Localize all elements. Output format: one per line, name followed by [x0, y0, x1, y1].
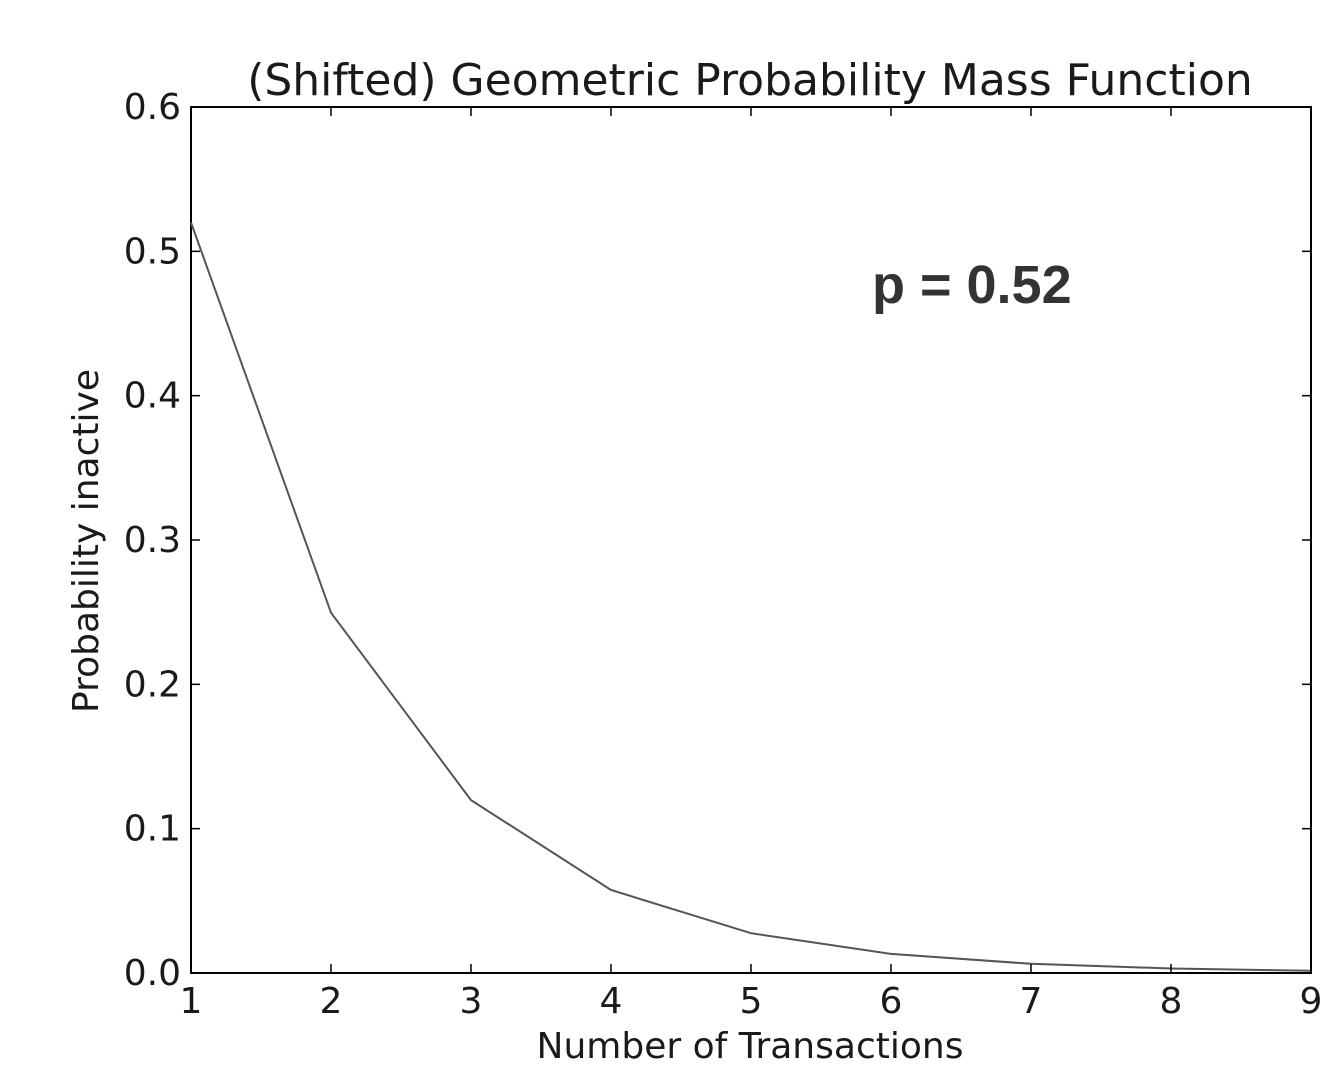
chart-title: (Shifted) Geometric Probability Mass Fun… — [247, 55, 1253, 106]
y-axis-label: Probability inactive — [66, 369, 107, 713]
y-tick-label: 0.5 — [124, 231, 181, 272]
x-tick-label: 8 — [1160, 981, 1183, 1022]
x-tick-label: 9 — [1300, 981, 1323, 1022]
y-tick-label: 0.1 — [124, 809, 181, 850]
x-tick-label: 4 — [600, 981, 623, 1022]
plot-frame — [190, 106, 1312, 974]
x-tick-label: 2 — [320, 981, 343, 1022]
y-tick-label: 0.6 — [124, 87, 181, 128]
y-axis: 0.0 0.1 0.2 0.3 0.4 0.5 0.6 — [124, 87, 1311, 994]
y-tick-label: 0.2 — [124, 664, 181, 705]
x-tick-label: 7 — [1020, 981, 1043, 1022]
x-tick-label: 5 — [740, 981, 763, 1022]
p-annotation: p = 0.52 — [872, 255, 1072, 315]
plot-area — [190, 106, 1312, 974]
series-line-0 — [190, 222, 1312, 972]
x-axis: 1 2 3 4 5 6 7 8 9 — [180, 107, 1323, 1022]
x-tick-label: 1 — [180, 981, 203, 1022]
x-tick-label: 6 — [880, 981, 903, 1022]
y-tick-label: 0.3 — [124, 520, 181, 561]
x-tick-label: 3 — [460, 981, 483, 1022]
y-tick-label: 0.0 — [124, 953, 181, 994]
x-axis-label: Number of Transactions — [537, 1026, 964, 1067]
y-tick-label: 0.4 — [124, 376, 181, 417]
